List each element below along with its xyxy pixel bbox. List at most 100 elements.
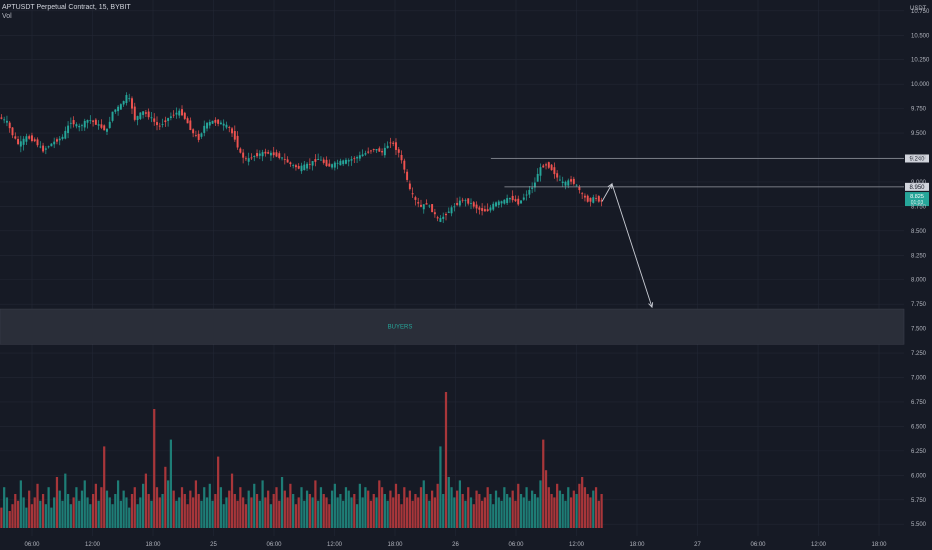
volume-bar [258,500,261,528]
volume-bar [394,483,398,528]
volume-bar [522,497,525,528]
candle-body [592,197,595,203]
volume-bar [567,487,570,528]
candle-body [125,95,128,104]
volume-bar [303,500,306,528]
volume-bar [239,487,242,528]
candle-body [464,200,467,202]
candle-body [17,139,20,145]
symbol-title[interactable]: APTUSDT Perpetual Contract, 15, BYBIT [2,4,131,11]
volume-bar [536,497,539,528]
candle-body [131,98,133,109]
volume-bar [228,490,231,528]
candle-body [511,195,514,201]
candle-body [361,154,364,157]
candle-body [389,142,392,144]
candle-body [503,199,506,204]
buyers-zone[interactable]: BUYERS [0,308,905,345]
volume-bar [211,500,214,528]
volume-bar [569,497,573,528]
volume-bar [469,497,473,528]
volume-bar [411,500,414,528]
volume-bar [286,497,289,528]
candle-body [128,98,131,100]
candle-body [119,104,122,110]
candle-body [325,159,328,166]
volume-bar [283,490,286,528]
projection-arrow[interactable] [601,182,654,309]
volume-bar [472,504,475,528]
volume-bar [178,497,181,528]
volume-bar [517,483,520,528]
candle-body [203,125,206,133]
candle-body [122,101,125,105]
candle-body [392,142,395,144]
volume-bar [61,500,64,528]
candle-body [78,125,81,128]
candle-body [336,162,339,164]
volume-bar [205,497,209,528]
volume-bar [250,497,253,528]
y-tick-label: 10.750 [911,9,930,15]
candle-body [64,130,67,139]
current-price-label: 8.825 [910,194,924,200]
candle-body [292,165,295,166]
volume-bar [506,494,509,528]
volume-bar [408,490,411,528]
y-tick-label: 6.000 [911,473,927,479]
candle-body [194,135,197,136]
candle-body [528,189,531,195]
zone-label: BUYERS [388,325,413,331]
candle-body [5,120,8,123]
volume-bar [255,494,259,528]
candle-body [525,194,528,196]
volume-bar [364,487,367,528]
candle-body [436,217,439,219]
candle-body [286,159,289,163]
volume-bar [122,490,125,528]
candle-body [169,116,172,118]
volume-bar [508,497,512,528]
volume-bar [203,487,206,528]
time-axis[interactable]: 06:00 12:00 18:00 25 06:00 12:00 18:00 26 06:00 1… [24,542,887,548]
candle-body [478,207,481,210]
volume-bar [144,473,147,528]
volume-bar [200,500,203,528]
candle-body [89,120,92,122]
volume-bar [405,497,409,528]
candlesticks [0,92,603,223]
y-tick-label: 6.250 [911,449,927,455]
volume-bar [119,500,122,528]
candle-body [200,133,203,137]
volume-bar [16,500,20,528]
volume-bar [492,504,495,528]
volume-bar [550,494,553,528]
volume-bar [214,494,217,528]
volume-bar [233,494,236,528]
candle-body [247,158,250,162]
volume-bar [125,497,128,528]
level-tag-label: 8.950 [909,185,925,191]
volume-bar [267,490,270,528]
candle-body [328,163,331,167]
volume-bar [5,497,9,528]
level-tag [905,154,929,163]
candle-body [242,152,245,158]
volume-bar [183,494,186,528]
candle-body [233,131,236,140]
volume-bar [539,480,542,528]
candle-body [181,109,183,116]
volume-bar [94,483,97,528]
y-tick-label: 8.000 [911,278,927,284]
volume-bar [483,497,487,528]
candle-body [30,135,33,142]
candle-body [411,193,414,195]
volume-bar [333,483,336,528]
x-tick-label: 26 [452,542,459,548]
volume-bar [75,487,78,528]
volume-bar [317,500,320,528]
volume-bar [314,480,317,528]
